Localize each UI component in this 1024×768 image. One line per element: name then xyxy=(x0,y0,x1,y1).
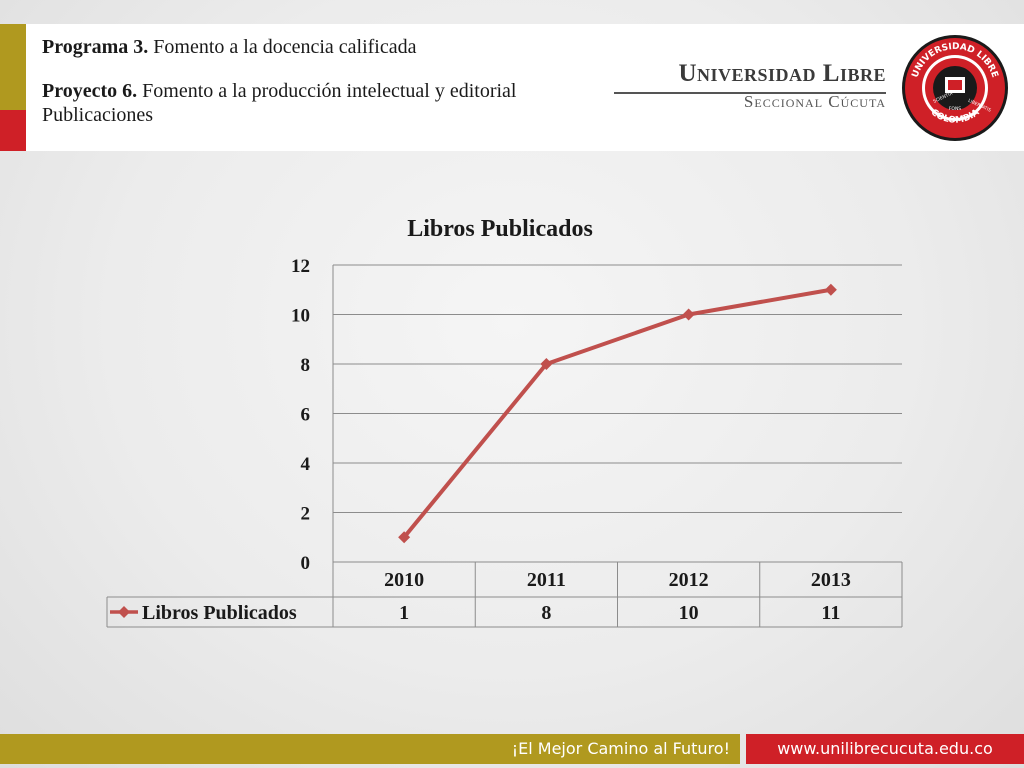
chart-series xyxy=(398,283,837,544)
chart-title: Libros Publicados xyxy=(407,216,593,242)
university-name: Universidad Libre xyxy=(678,60,886,87)
programa-label: Programa 3. xyxy=(42,36,149,58)
data-point-2010 xyxy=(398,531,411,544)
x-category-label-2012: 2012 xyxy=(669,569,709,591)
y-tick-label-12: 12 xyxy=(291,256,310,277)
table-value-2010: 1 xyxy=(399,602,409,624)
data-point-2013 xyxy=(824,283,837,296)
seal-motto-2: FONS xyxy=(949,106,961,112)
y-tick-label-6: 6 xyxy=(301,405,311,426)
table-value-2011: 8 xyxy=(541,602,551,624)
footer-website: www.unilibrecucuta.edu.co xyxy=(777,739,993,758)
proyecto-text: Fomento a la producción intelectual y ed… xyxy=(42,80,517,126)
header-text: Programa 3. Fomento a la docencia califi… xyxy=(42,35,562,127)
table-value-2013: 11 xyxy=(821,602,840,624)
programa-text: Fomento a la docencia calificada xyxy=(148,36,417,58)
data-point-2011 xyxy=(540,358,553,370)
accent-bar-red xyxy=(0,110,26,151)
chart-y-tick-labels: 0 2 4 6 8 10 12 xyxy=(291,256,311,574)
campus-name: Seccional Cúcuta xyxy=(743,92,886,111)
series-line-0 xyxy=(402,287,833,540)
university-rule xyxy=(614,92,886,94)
table-value-2012: 10 xyxy=(679,602,699,624)
proyecto-line: Proyecto 6. Fomento a la producción inte… xyxy=(42,79,562,127)
y-tick-label-8: 8 xyxy=(301,355,311,376)
x-category-label-2013: 2013 xyxy=(811,569,851,591)
x-category-label-2010: 2010 xyxy=(384,569,424,591)
footer-bar-red xyxy=(746,734,1024,764)
y-tick-label-0: 0 xyxy=(301,553,311,574)
university-seal-logo: UNIVERSIDAD LIBRE COLOMBIA SCIENTIA FONS… xyxy=(902,35,1008,141)
footer-motto: ¡El Mejor Camino al Futuro! xyxy=(511,739,730,758)
x-category-label-2011: 2011 xyxy=(527,569,566,591)
y-tick-label-10: 10 xyxy=(291,306,310,327)
legend-label-0: Libros Publicados xyxy=(142,602,297,624)
y-tick-label-2: 2 xyxy=(301,504,311,525)
proyecto-label: Proyecto 6. xyxy=(42,80,138,102)
chart-data-table: 2010 2011 2012 2013 Libros Publicados 1 8 10 11 xyxy=(106,561,903,628)
data-point-2012 xyxy=(682,308,695,321)
accent-bar-gold xyxy=(0,24,26,110)
header-band xyxy=(0,24,1024,151)
programa-line: Programa 3. Fomento a la docencia califi… xyxy=(42,35,562,59)
footer-bar-gold xyxy=(0,734,740,764)
y-tick-label-4: 4 xyxy=(301,454,311,475)
legend-marker-0 xyxy=(118,606,130,618)
